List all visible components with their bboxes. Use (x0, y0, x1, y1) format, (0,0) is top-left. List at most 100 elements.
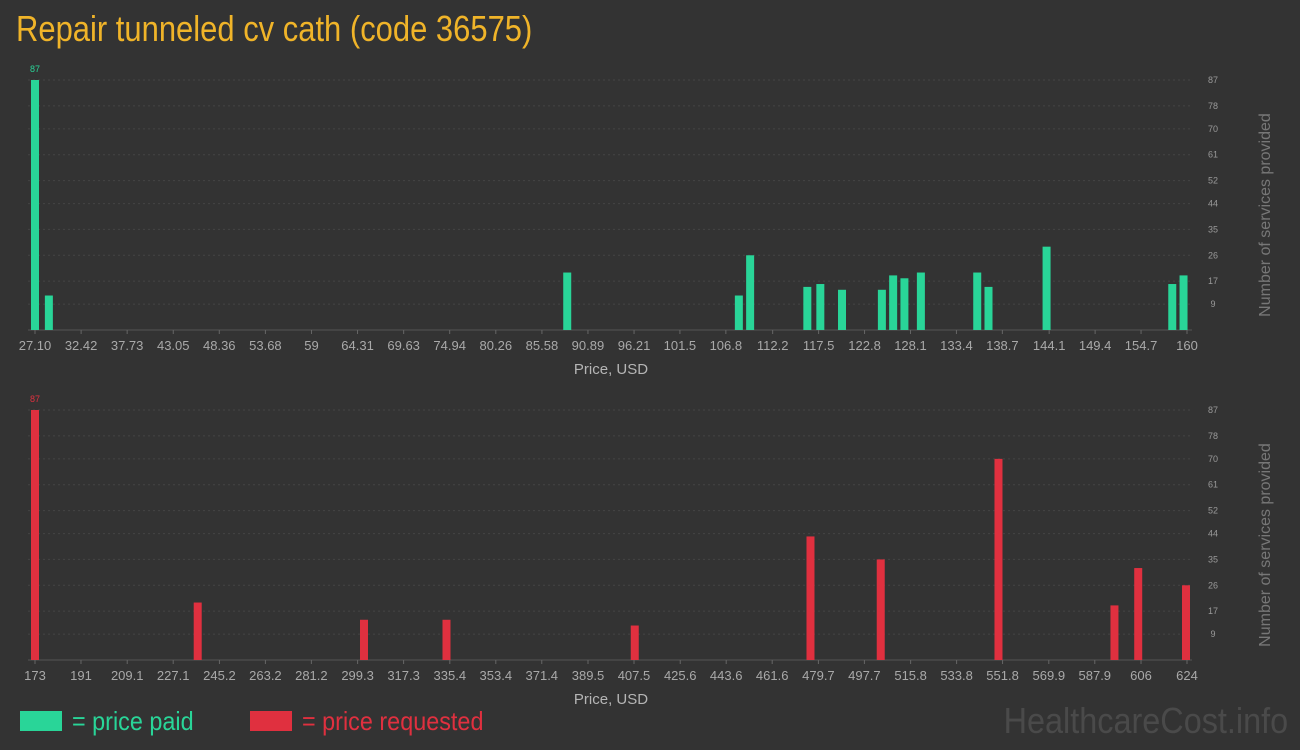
y-tick-label: 26 (1208, 250, 1218, 260)
price-requested-swatch (250, 711, 292, 731)
x-tick-label: 299.3 (341, 668, 374, 683)
x-tick-label: 371.4 (526, 668, 559, 683)
x-tick-label: 461.6 (756, 668, 789, 683)
y-tick-label: 78 (1208, 431, 1218, 441)
bar (816, 284, 825, 330)
bar (630, 625, 639, 660)
y-tick-label: 61 (1208, 480, 1218, 490)
y-tick-label: 17 (1208, 276, 1218, 286)
price-requested-legend-label: = price requested (302, 705, 484, 736)
x-tick-label: 59 (304, 338, 318, 353)
bar (973, 272, 982, 330)
x-tick-label: 606 (1130, 668, 1152, 683)
bar (563, 272, 572, 330)
max-value-label: 87 (30, 64, 40, 74)
bar (1168, 284, 1177, 330)
max-value-label: 87 (30, 394, 40, 404)
x-tick-label: 53.68 (249, 338, 282, 353)
x-tick-label: 112.2 (757, 338, 789, 353)
y-tick-label: 44 (1208, 199, 1218, 209)
y-tick-label: 9 (1210, 299, 1215, 309)
x-tick-label: 160 (1176, 338, 1198, 353)
bar (44, 295, 53, 330)
y-tick-label: 78 (1208, 101, 1218, 111)
x-tick-label: 117.5 (803, 338, 835, 353)
price-requested-chart: 9 17 26 35 44 52 61 70 78 87 87 173 191 209.1 227.1 245… (24, 394, 1274, 708)
x-tick-label: 335.4 (434, 668, 467, 683)
x-axis-label: Price, USD (574, 361, 648, 378)
brand-watermark: HealthcareCost.info (1003, 700, 1288, 741)
bar (889, 275, 898, 330)
x-tick-label: 191 (70, 668, 92, 683)
y-tick-label: 87 (1208, 405, 1218, 415)
bar (746, 255, 755, 330)
x-tick-label: 64.31 (341, 338, 374, 353)
bar (877, 289, 886, 330)
y-tick-label: 26 (1208, 580, 1218, 590)
x-tick-label: 624 (1176, 668, 1198, 683)
y-tick-label: 52 (1208, 176, 1218, 186)
x-tick-label: 69.63 (387, 338, 420, 353)
x-tick-label: 425.6 (664, 668, 697, 683)
x-tick-label: 407.5 (618, 668, 651, 683)
bar (442, 619, 451, 660)
x-tick-label: 85.58 (526, 338, 559, 353)
x-tick-label: 154.7 (1125, 338, 1158, 353)
bar (876, 559, 885, 660)
y-tick-label: 87 (1208, 75, 1218, 85)
price-paid-legend-label: = price paid (72, 705, 194, 736)
x-tick-label: 515.8 (894, 668, 927, 683)
bar (1182, 585, 1190, 660)
bar (984, 286, 993, 330)
bar (1134, 568, 1143, 660)
x-tick-label: 209.1 (111, 668, 144, 683)
y-tick-label: 70 (1208, 124, 1218, 134)
x-tick-label: 353.4 (480, 668, 513, 683)
x-tick-label: 389.5 (572, 668, 605, 683)
y-tick-label: 35 (1208, 554, 1218, 564)
x-tick-label: 443.6 (710, 668, 743, 683)
x-tick-label: 133.4 (940, 338, 973, 353)
x-tick-label: 80.26 (480, 338, 513, 353)
x-tick-label: 74.94 (433, 338, 466, 353)
x-tick-label: 144.1 (1033, 338, 1066, 353)
x-tick-label: 122.8 (848, 338, 881, 353)
x-tick-label: 106.8 (710, 338, 743, 353)
x-tick-label: 173 (24, 668, 46, 683)
bar (838, 289, 847, 330)
x-tick-label: 32.42 (65, 338, 98, 353)
bar (359, 619, 368, 660)
bar (1042, 246, 1051, 330)
x-tick-label: 551.8 (986, 668, 1019, 683)
x-tick-label: 128.1 (894, 338, 927, 353)
y-tick-label: 52 (1208, 506, 1218, 516)
price-paid-chart: 9 17 26 35 44 52 61 70 78 87 87 27.10 32.42 37.73 43.0… (19, 64, 1274, 378)
y-axis-label: Number of services provided (1257, 113, 1274, 317)
bar (900, 278, 909, 330)
bar (31, 80, 39, 330)
bar (916, 272, 925, 330)
x-tick-label: 90.89 (572, 338, 605, 353)
x-tick-label: 245.2 (203, 668, 236, 683)
x-tick-label: 587.9 (1079, 668, 1112, 683)
x-tick-label: 281.2 (295, 668, 328, 683)
x-tick-label: 263.2 (249, 668, 282, 683)
legend-price-requested: = price requested (250, 704, 504, 738)
x-tick-label: 569.9 (1033, 668, 1066, 683)
bar (1179, 275, 1188, 330)
legend-price-paid: = price paid (20, 704, 207, 738)
x-tick-label: 479.7 (802, 668, 835, 683)
y-tick-label: 9 (1210, 629, 1215, 639)
y-tick-label: 70 (1208, 454, 1218, 464)
y-axis-label: Number of services provided (1257, 443, 1274, 647)
x-tick-label: 533.8 (940, 668, 973, 683)
x-axis-label: Price, USD (574, 691, 648, 708)
x-tick-label: 149.4 (1079, 338, 1112, 353)
bar (734, 295, 743, 330)
bar (806, 536, 815, 660)
bar (994, 458, 1003, 660)
x-tick-label: 101.5 (664, 338, 697, 353)
bar (31, 410, 39, 660)
y-tick-label: 35 (1208, 224, 1218, 234)
x-tick-label: 227.1 (157, 668, 190, 683)
